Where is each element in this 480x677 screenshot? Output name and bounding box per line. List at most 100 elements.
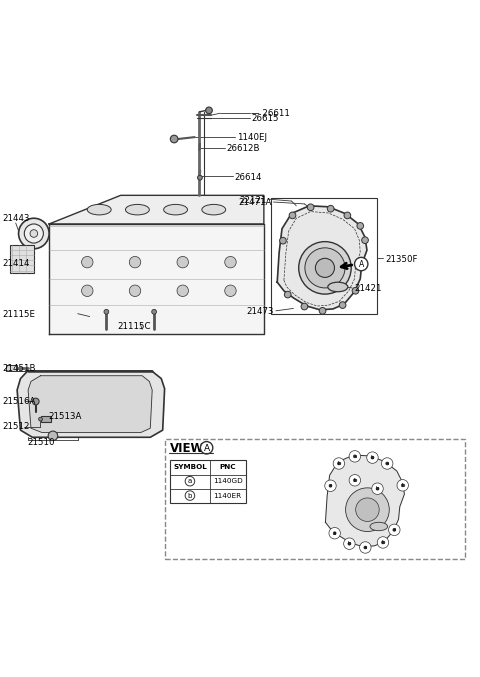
Text: b: b — [188, 493, 192, 498]
Circle shape — [371, 456, 374, 459]
Bar — [170, 460, 246, 502]
Circle shape — [129, 257, 141, 268]
Circle shape — [333, 458, 345, 469]
Ellipse shape — [202, 204, 226, 215]
Text: A: A — [359, 260, 364, 269]
Polygon shape — [49, 224, 264, 334]
Circle shape — [339, 302, 346, 309]
Text: 21115E: 21115E — [2, 310, 36, 319]
Text: VIEW: VIEW — [170, 442, 205, 455]
Circle shape — [382, 458, 393, 469]
Text: a: a — [329, 483, 332, 488]
Circle shape — [346, 488, 389, 531]
Text: b: b — [381, 540, 384, 545]
Text: a: a — [393, 527, 396, 532]
Circle shape — [325, 480, 336, 492]
Text: — 26611: — 26611 — [252, 109, 290, 118]
Text: 26612B: 26612B — [227, 144, 260, 153]
Text: 21451B: 21451B — [2, 364, 36, 372]
Text: 21350F: 21350F — [385, 255, 418, 264]
Circle shape — [319, 307, 326, 314]
Circle shape — [225, 285, 236, 297]
Ellipse shape — [125, 204, 149, 215]
Text: 1140GD: 1140GD — [213, 478, 242, 484]
Circle shape — [386, 462, 389, 465]
Circle shape — [48, 431, 58, 441]
Circle shape — [362, 237, 368, 244]
Circle shape — [33, 398, 39, 405]
Circle shape — [329, 527, 340, 539]
Text: a: a — [353, 454, 357, 459]
Text: a: a — [188, 478, 192, 484]
Circle shape — [327, 205, 334, 212]
Circle shape — [289, 212, 296, 219]
Text: 21421: 21421 — [354, 284, 382, 293]
Text: PNC: PNC — [219, 464, 236, 470]
Circle shape — [329, 484, 332, 487]
Circle shape — [82, 257, 93, 268]
Circle shape — [38, 417, 42, 421]
Ellipse shape — [87, 204, 111, 215]
Circle shape — [333, 531, 336, 535]
Bar — [165, 439, 465, 559]
Text: 26614: 26614 — [235, 173, 262, 181]
Polygon shape — [277, 206, 367, 310]
Circle shape — [358, 263, 364, 270]
Circle shape — [377, 537, 389, 548]
Text: b: b — [371, 455, 374, 460]
Bar — [271, 198, 377, 313]
Circle shape — [376, 487, 379, 490]
Circle shape — [225, 257, 236, 268]
Text: b: b — [337, 461, 341, 466]
Circle shape — [367, 452, 378, 463]
Ellipse shape — [370, 522, 387, 531]
Circle shape — [353, 479, 356, 482]
Circle shape — [349, 451, 360, 462]
Circle shape — [305, 248, 345, 288]
Text: a: a — [364, 545, 367, 550]
Circle shape — [24, 224, 43, 243]
Ellipse shape — [328, 282, 348, 292]
Circle shape — [284, 291, 291, 298]
Text: 21510: 21510 — [28, 438, 55, 447]
Circle shape — [185, 477, 195, 486]
Bar — [6, 365, 17, 371]
Circle shape — [364, 546, 367, 549]
Circle shape — [344, 212, 351, 219]
Polygon shape — [49, 196, 264, 224]
Text: 22121: 22121 — [239, 196, 267, 204]
Circle shape — [198, 175, 202, 180]
Circle shape — [82, 285, 93, 297]
Text: 21471A: 21471A — [238, 198, 272, 207]
Text: SYMBOL: SYMBOL — [173, 464, 207, 470]
Circle shape — [357, 223, 364, 230]
Polygon shape — [17, 371, 165, 437]
Text: 21512: 21512 — [2, 422, 30, 431]
Circle shape — [356, 498, 379, 521]
Polygon shape — [325, 455, 404, 546]
Circle shape — [104, 309, 109, 314]
Circle shape — [170, 135, 178, 143]
Circle shape — [299, 242, 351, 294]
Circle shape — [129, 285, 141, 297]
Text: 21414: 21414 — [2, 259, 30, 267]
Circle shape — [348, 542, 351, 545]
Circle shape — [353, 455, 356, 458]
Circle shape — [389, 524, 400, 536]
Circle shape — [30, 230, 37, 238]
Text: 21115C: 21115C — [117, 322, 150, 331]
Text: a: a — [333, 531, 336, 536]
Text: A: A — [204, 443, 210, 453]
Text: b: b — [353, 478, 357, 483]
Circle shape — [360, 542, 371, 553]
Circle shape — [280, 238, 286, 244]
Circle shape — [355, 257, 368, 271]
Circle shape — [382, 541, 384, 544]
Circle shape — [397, 479, 408, 491]
Text: 21443: 21443 — [2, 214, 30, 223]
Bar — [10, 245, 34, 273]
Polygon shape — [28, 376, 152, 433]
Ellipse shape — [164, 204, 188, 215]
Bar — [40, 416, 51, 422]
Text: a: a — [385, 461, 389, 466]
